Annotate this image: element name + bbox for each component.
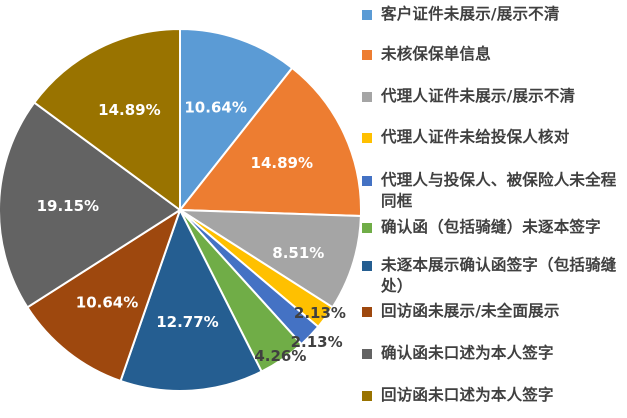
legend-swatch-9 xyxy=(362,349,372,359)
pie-slice-3 xyxy=(176,208,362,309)
legend-swatch-3 xyxy=(362,92,372,102)
legend-swatch-8 xyxy=(362,307,372,317)
legend-swatch-5 xyxy=(362,176,372,186)
pie-plot-area: 10.64%14.89%8.51%2.13%2.13%4.26%12.77%10… xyxy=(0,27,362,392)
legend-label-10: 回访函未口述为本人签字 xyxy=(381,386,554,404)
legend-item-1: 客户证件未展示/展示不清 xyxy=(362,4,627,25)
legend-swatch-10 xyxy=(362,391,372,401)
legend-label-1: 客户证件未展示/展示不清 xyxy=(381,5,560,23)
legend-swatch-6 xyxy=(362,223,372,233)
legend-item-9: 确认函未口述为本人签字 xyxy=(362,343,627,364)
slice-value-label-10: 14.89% xyxy=(98,101,160,119)
legend-item-5: 代理人与投保人、被保险人未全程同框 xyxy=(362,170,627,212)
slice-value-label-5: 2.13% xyxy=(291,333,343,351)
slice-value-label-6: 4.26% xyxy=(254,347,306,365)
slice-value-label-3: 8.51% xyxy=(272,244,324,262)
legend-label-6: 确认函（包括骑缝）未逐本签字 xyxy=(381,218,601,236)
legend-item-6: 确认函（包括骑缝）未逐本签字 xyxy=(362,217,627,238)
legend-label-9: 确认函未口述为本人签字 xyxy=(381,344,554,362)
legend: 客户证件未展示/展示不清 未核保保单信息代理人证件未展示/展示不清 代理人证件未给投… xyxy=(362,0,627,418)
slice-value-label-7: 12.77% xyxy=(156,313,218,331)
slice-value-label-9: 19.15% xyxy=(37,197,99,215)
legend-label-2: 未核保保单信息 xyxy=(381,45,491,63)
legend-item-2: 未核保保单信息 xyxy=(362,44,627,65)
legend-swatch-1 xyxy=(362,10,372,20)
legend-swatch-4 xyxy=(362,133,372,143)
slice-value-label-8: 10.64% xyxy=(76,293,138,311)
pie-slice-10 xyxy=(32,27,181,212)
legend-item-8: 回访函未展示/未全面展示 xyxy=(362,301,627,322)
pie-slice-7 xyxy=(119,207,263,392)
legend-label-3: 代理人证件未展示/展示不清 xyxy=(381,87,576,105)
legend-label-8: 回访函未展示/未全面展示 xyxy=(381,302,560,320)
legend-label-4: 代理人证件未给投保人核对 xyxy=(381,128,570,146)
pie-slice-9 xyxy=(0,101,182,309)
legend-item-7: 未逐本展示确认函签字（包括骑缝处） xyxy=(362,255,627,297)
legend-swatch-7 xyxy=(362,261,372,271)
slice-value-label-1: 10.64% xyxy=(184,98,246,116)
legend-swatch-2 xyxy=(362,50,372,60)
legend-item-4: 代理人证件未给投保人核对 xyxy=(362,127,627,148)
slice-value-label-4: 2.13% xyxy=(294,304,346,322)
slice-value-label-2: 14.89% xyxy=(251,154,313,172)
legend-item-3: 代理人证件未展示/展示不清 xyxy=(362,86,627,107)
pie-slice-1 xyxy=(179,27,294,213)
legend-item-10: 回访函未口述为本人签字 xyxy=(362,385,627,406)
pie-slice-2 xyxy=(177,66,362,218)
legend-label-7: 未逐本展示确认函签字（包括骑缝处） xyxy=(381,256,617,295)
pie-slice-8 xyxy=(26,207,182,383)
legend-label-5: 代理人与投保人、被保险人未全程同框 xyxy=(381,171,617,210)
